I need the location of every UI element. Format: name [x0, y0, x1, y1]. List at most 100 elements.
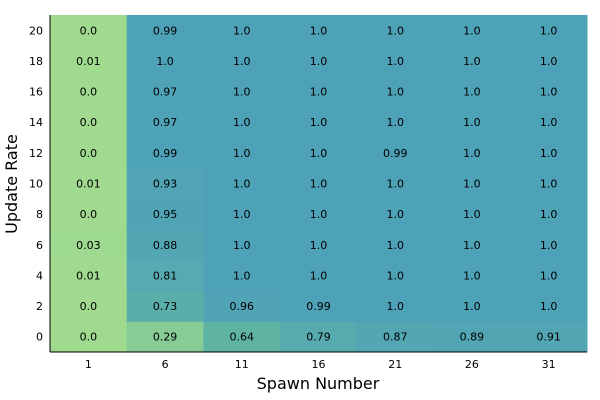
x-tick-label: 26 [465, 358, 479, 371]
heatmap-cell [203, 321, 281, 353]
heatmap-cell [50, 15, 128, 47]
heatmap-cell [126, 229, 204, 261]
y-tick-label: 18 [29, 55, 43, 68]
heatmap-cell [510, 321, 588, 353]
x-tick-label: 21 [388, 358, 402, 371]
cell-value-label: 1.0 [233, 55, 251, 68]
cell-value-label: 1.0 [540, 269, 558, 282]
heatmap-cell [203, 106, 281, 139]
y-tick-label: 16 [29, 86, 43, 99]
heatmap-cell [356, 321, 435, 353]
heatmap-cell [280, 76, 358, 108]
cell-value-label: 1.0 [310, 55, 328, 68]
cell-value-label: 1.0 [463, 269, 481, 282]
heatmap-cell [50, 106, 128, 139]
cell-value-label: 1.0 [540, 239, 558, 252]
cell-value-label: 1.0 [386, 208, 404, 221]
heatmap-cell [510, 137, 588, 169]
heatmap-cell [356, 290, 435, 322]
heatmap-cell [510, 260, 588, 292]
cell-value-label: 1.0 [386, 178, 404, 191]
cell-value-label: 1.0 [540, 24, 558, 37]
cell-value-label: 1.0 [386, 269, 404, 282]
heatmap-cell [433, 321, 511, 353]
cell-value-label: 0.0 [80, 331, 98, 344]
x-tick-label: 31 [542, 358, 556, 371]
cell-value-label: 1.0 [233, 24, 251, 37]
x-tick-label: 1 [85, 358, 92, 371]
cell-value-label: 0.0 [80, 86, 98, 99]
heatmap-cell [433, 168, 511, 200]
cell-value-label: 0.73 [153, 300, 178, 313]
heatmap-cells [50, 15, 588, 353]
cell-value-label: 1.0 [386, 24, 404, 37]
heatmap-cell [433, 137, 511, 169]
x-axis-title: Spawn Number [257, 374, 380, 393]
heatmap-cell [510, 45, 588, 77]
y-tick-label: 0 [36, 331, 43, 344]
cell-value-label: 0.29 [153, 331, 178, 344]
heatmap-cell [510, 106, 588, 139]
y-tick-label: 8 [36, 208, 43, 221]
heatmap-cell [50, 260, 128, 292]
heatmap-cell [50, 137, 128, 169]
heatmap-cell [510, 198, 588, 230]
y-axis-title: Update Rate [2, 134, 21, 234]
heatmap-cell [126, 106, 204, 139]
cell-value-label: 1.0 [233, 178, 251, 191]
heatmap-cell [50, 229, 128, 261]
heatmap-cell [433, 260, 511, 292]
cell-value-label: 0.99 [306, 300, 331, 313]
cell-value-label: 1.0 [463, 208, 481, 221]
cell-value-label: 1.0 [310, 178, 328, 191]
heatmap-cell [126, 15, 204, 47]
cell-value-label: 0.0 [80, 24, 98, 37]
heatmap-cell [510, 76, 588, 108]
heatmap-cell [50, 45, 128, 77]
cell-value-label: 0.96 [230, 300, 255, 313]
x-tick-label: 16 [312, 358, 326, 371]
cell-value-label: 0.79 [306, 331, 331, 344]
heatmap-cell [203, 290, 281, 322]
cell-value-label: 0.99 [153, 147, 178, 160]
y-tick-label: 2 [36, 300, 43, 313]
heatmap-cell [280, 198, 358, 230]
cell-value-label: 1.0 [463, 239, 481, 252]
y-axis-ticks: 0 2 4 6 8 10 12 14 16 18 20 [29, 24, 43, 343]
cell-value-label: 0.99 [153, 24, 178, 37]
cell-value-label: 1.0 [233, 269, 251, 282]
cell-value-label: 0.93 [153, 178, 178, 191]
heatmap-cell [356, 229, 435, 261]
y-tick-label: 12 [29, 147, 43, 160]
heatmap-cell [126, 45, 204, 77]
cell-value-label: 1.0 [540, 208, 558, 221]
heatmap-cell [356, 15, 435, 47]
cell-value-label: 1.0 [386, 86, 404, 99]
heatmap-cell [433, 45, 511, 77]
cell-value-label: 0.97 [153, 116, 178, 129]
cell-value-label: 1.0 [233, 239, 251, 252]
cell-value-label: 1.0 [540, 300, 558, 313]
heatmap-cell [433, 229, 511, 261]
heatmap-cell [126, 260, 204, 292]
cell-value-label: 1.0 [386, 116, 404, 129]
heatmap-cell [203, 229, 281, 261]
cell-value-label: 1.0 [463, 24, 481, 37]
cell-value-label: 0.03 [76, 239, 101, 252]
heatmap-cell [280, 45, 358, 77]
cell-value-label: 0.0 [80, 147, 98, 160]
heatmap-cell [50, 76, 128, 108]
heatmap-cell [356, 45, 435, 77]
heatmap-cell [433, 290, 511, 322]
cell-value-label: 1.0 [540, 55, 558, 68]
cell-value-label: 0.88 [153, 239, 178, 252]
heatmap-cell [280, 137, 358, 169]
cell-value-label: 1.0 [156, 55, 174, 68]
heatmap-cell [510, 168, 588, 200]
heatmap-cell [280, 290, 358, 322]
heatmap-cell [50, 168, 128, 200]
y-tick-label: 20 [29, 24, 43, 37]
cell-value-label: 1.0 [463, 147, 481, 160]
heatmap-cell [203, 137, 281, 169]
heatmap-cell [356, 260, 435, 292]
